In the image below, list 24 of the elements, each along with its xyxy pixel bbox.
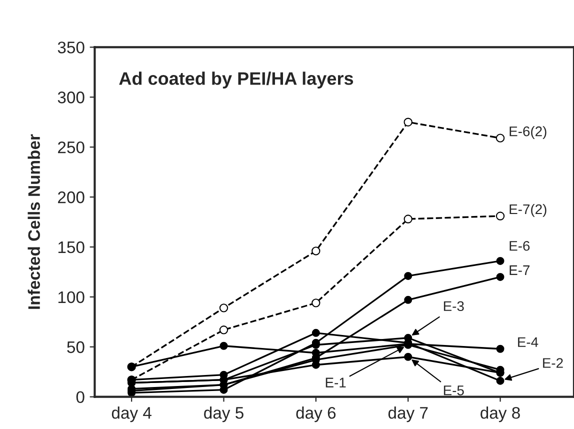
series-label: E-6(2) [510, 126, 546, 140]
x-tick-label: day 6 [296, 406, 336, 422]
y-axis-title: Infected Cells Number [28, 134, 40, 309]
x-tick-label: day 8 [480, 406, 520, 422]
y-tick-label: 0 [76, 391, 84, 404]
series-label: E-7 [510, 265, 530, 275]
y-tick-label: 150 [58, 241, 84, 254]
text: Ad coated by PEI/HA layers [119, 72, 354, 88]
series-label: E-5 [444, 386, 464, 396]
y-tick-label: 350 [58, 42, 84, 54]
x-tick-label: day 4 [112, 406, 152, 422]
series-label: E-4 [518, 337, 538, 347]
series-label: E-7(2) [510, 204, 546, 217]
y-tick-label: 250 [58, 141, 84, 154]
x-tick-label: day 7 [388, 406, 428, 422]
y-tick-label: 50 [67, 341, 84, 354]
text: E-2 [543, 358, 563, 368]
series-label: E-6 [510, 240, 530, 251]
y-tick-label: 200 [58, 191, 84, 204]
y-tick-label: 100 [58, 291, 84, 304]
x-tick-label: day 5 [204, 406, 244, 422]
y-tick-label: 300 [58, 92, 84, 104]
text: E-3 [444, 301, 464, 312]
series-label: E-1 [326, 378, 346, 388]
